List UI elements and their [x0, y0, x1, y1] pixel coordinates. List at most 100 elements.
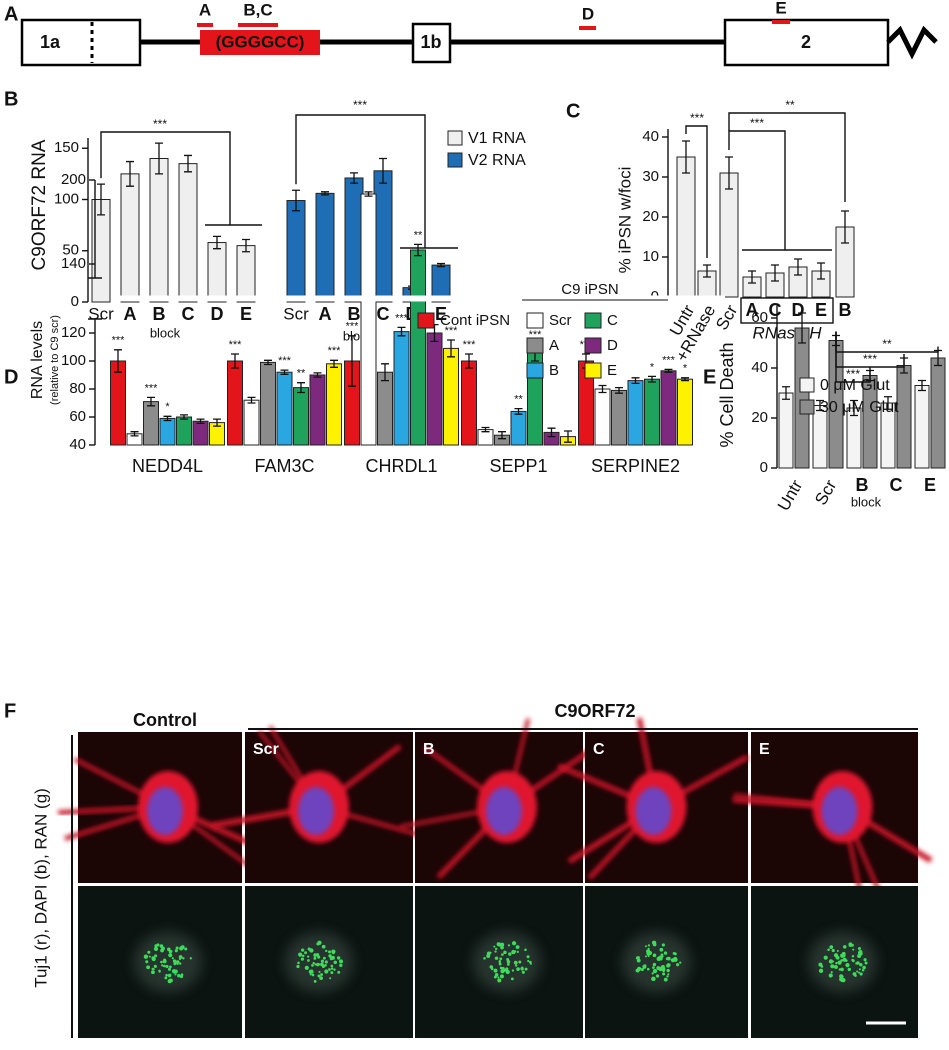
ran-speckle: [659, 947, 664, 952]
ran-speckle: [311, 963, 314, 967]
ran-speckle: [663, 951, 668, 955]
panel-label: F: [4, 700, 16, 722]
ran-speckle: [651, 940, 657, 945]
bar: [677, 378, 693, 446]
ran-speckle: [161, 964, 164, 967]
ran-speckle: [841, 953, 846, 958]
ran-speckle: [658, 967, 662, 972]
ran-speckle: [498, 962, 502, 966]
ran-speckle: [840, 959, 843, 962]
ran-speckle: [526, 955, 530, 959]
ran-speckle: [660, 953, 664, 957]
bar: [309, 374, 326, 446]
bar: [611, 389, 627, 446]
bar: [286, 200, 306, 303]
x-axis-label: block: [851, 494, 882, 509]
significance: ***: [153, 117, 167, 131]
ran-speckle: [160, 960, 163, 964]
x-axis-label: block: [150, 325, 181, 340]
ran-speckle: [511, 949, 516, 955]
ran-speckle: [501, 953, 504, 956]
group-label: RNase H: [753, 323, 823, 342]
ran-speckle: [147, 950, 151, 954]
ran-speckle: [322, 956, 326, 960]
ran-speckle: [635, 968, 640, 973]
bar: [276, 371, 293, 446]
repeat-box: [200, 30, 320, 55]
ran-speckle: [652, 968, 658, 974]
ran-speckle: [827, 948, 830, 952]
gene-diagram: 1a 1b 2 (GGGGCC) A B,C D E: [20, 0, 938, 67]
error-bar: [725, 156, 733, 190]
ran-speckle: [179, 962, 182, 965]
ran-speckle: [518, 960, 522, 964]
ran-speckle: [839, 974, 844, 979]
ran-speckle: [336, 956, 341, 960]
condition-label: C: [593, 741, 605, 758]
y-tick-label: 0: [71, 293, 79, 310]
ran-speckle: [328, 954, 332, 958]
x-tick-label: C: [377, 304, 390, 324]
ran-speckle: [514, 964, 518, 967]
ran-speckle: [167, 947, 171, 952]
ran-speckle: [835, 961, 838, 965]
ran-speckle: [500, 969, 505, 974]
ran-speckle: [667, 973, 670, 976]
error-bar: [196, 418, 205, 424]
error-bar: [264, 359, 272, 366]
y-tick-label: 40: [642, 128, 659, 145]
bar: [778, 392, 794, 469]
error-bar: [213, 235, 221, 250]
ran-speckle: [831, 948, 835, 953]
ran-speckle: [168, 953, 173, 958]
legend-label: E: [607, 362, 617, 379]
ran-speckle: [309, 973, 312, 976]
ran-speckle: [857, 971, 861, 974]
x-tick-label: CHRDL1: [365, 456, 437, 476]
ran-speckle: [640, 967, 644, 972]
ran-speckle: [829, 945, 834, 949]
ran-speckle: [859, 962, 863, 967]
panel-label: A: [4, 3, 18, 25]
bar: [260, 361, 276, 446]
ran-speckle: [842, 957, 847, 962]
error-bar: [313, 372, 322, 378]
error-bar: [397, 326, 406, 337]
significance: ***: [750, 116, 764, 130]
x-tick-label: B: [839, 300, 852, 320]
error-bar: [841, 210, 849, 244]
exon-box: [723, 18, 890, 67]
error-bar: [213, 418, 221, 427]
ran-speckle: [182, 957, 185, 960]
bar: [794, 327, 810, 469]
bar: [360, 193, 377, 446]
column-header: C9ORF72: [554, 701, 635, 721]
error-bar: [681, 377, 689, 382]
x-tick-label: E: [240, 304, 252, 324]
error-bar: [748, 270, 756, 284]
bar: [426, 332, 443, 446]
ran-speckle: [818, 962, 823, 967]
ran-speckle: [837, 960, 842, 965]
bar: [192, 420, 209, 446]
error-bar: [664, 368, 673, 373]
x-tick-label: SEPP1: [489, 456, 547, 476]
error-bar: [414, 243, 422, 257]
x-tick-label: B: [153, 304, 166, 324]
x-tick-label: A: [124, 304, 137, 324]
ran-speckle: [857, 946, 861, 951]
x-tick-label: D: [211, 304, 224, 324]
ran-speckle: [672, 951, 676, 955]
error-bar: [330, 359, 338, 368]
legend-label: Cont iPSN: [440, 312, 510, 329]
ran-speckle: [848, 943, 853, 947]
bar: [207, 242, 227, 303]
ran-speckle: [317, 963, 321, 966]
ran-speckle: [494, 950, 497, 953]
bar: [393, 331, 410, 446]
ran-speckle: [329, 956, 334, 961]
significance: **: [514, 394, 523, 406]
error-bar: [155, 142, 163, 175]
ran-speckle: [499, 966, 503, 970]
ran-speckle: [506, 960, 511, 964]
